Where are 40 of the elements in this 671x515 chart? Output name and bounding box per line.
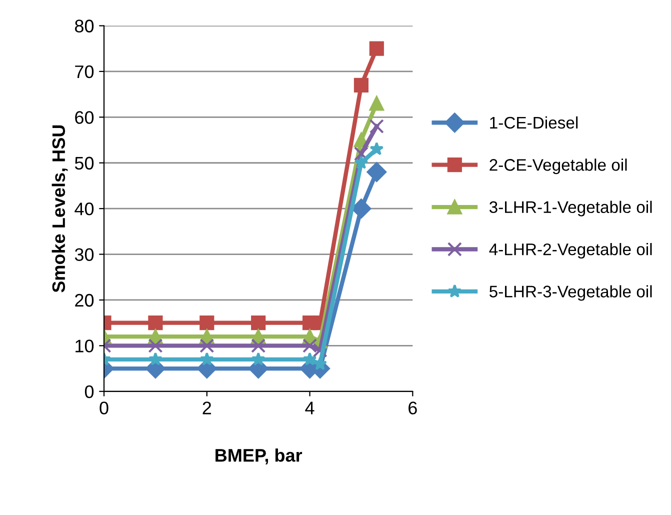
point xyxy=(251,338,266,353)
x-tick-label: 6 xyxy=(408,402,417,414)
point xyxy=(200,338,214,353)
point xyxy=(148,352,162,366)
legend-label: 2-CE-Vegetable oil xyxy=(490,158,627,174)
point xyxy=(369,41,384,56)
y-tick-label: 40 xyxy=(74,202,94,216)
y-tick-label: 60 xyxy=(75,111,94,124)
y-tick-label: 70 xyxy=(75,65,94,78)
y-tick-label: 10 xyxy=(76,340,94,352)
y-tick-label: 50 xyxy=(74,156,94,170)
point xyxy=(354,156,368,169)
point xyxy=(369,119,384,134)
point xyxy=(302,352,317,366)
x-tick-label: 2 xyxy=(202,402,212,414)
point xyxy=(251,316,266,330)
y-tick-label: 20 xyxy=(75,294,94,307)
x-axis-title: BMEP, bar xyxy=(216,448,302,464)
y-tick-label: 80 xyxy=(74,20,94,32)
x-tick-label: 4 xyxy=(305,402,314,414)
point xyxy=(369,96,384,111)
legend-label: 4-LHR-2-Vegetable oil xyxy=(489,243,652,259)
legend-label: 5-LHR-3-Vegetable oil xyxy=(490,285,652,301)
point xyxy=(370,142,384,156)
point xyxy=(366,162,387,182)
legend-label: 3-LHR-1-Vegetable oil xyxy=(489,200,652,216)
point xyxy=(200,316,214,330)
point xyxy=(251,352,266,366)
y-tick-label: 30 xyxy=(74,248,94,261)
legend-label: 1-CE-Diesel xyxy=(490,116,578,129)
x-tick-label: 0 xyxy=(100,402,108,414)
point xyxy=(312,342,328,358)
point xyxy=(354,146,369,162)
point xyxy=(148,316,163,330)
y-axis-title: Smoke Levels, HSU xyxy=(52,125,68,292)
point xyxy=(354,78,369,92)
point xyxy=(302,338,318,353)
point xyxy=(148,338,163,353)
point xyxy=(200,352,214,366)
y-tick-label: 0 xyxy=(84,385,94,398)
